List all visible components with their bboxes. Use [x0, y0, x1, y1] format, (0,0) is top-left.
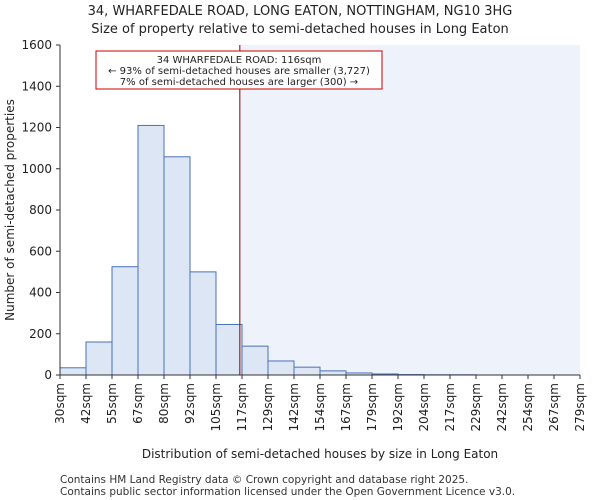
annotation-box [95, 50, 383, 90]
chart-subtitle: Size of property relative to semi-detach… [91, 22, 509, 37]
bar-55sqm [111, 266, 139, 376]
x-tick-label: 142sqm [287, 383, 301, 431]
x-tick-label: 80sqm [157, 383, 171, 424]
bar-117sqm [241, 345, 269, 376]
x-tick-label: 179sqm [365, 383, 379, 431]
x-tick-label: 204sqm [417, 383, 431, 431]
footer-licence: Contains public sector information licen… [60, 486, 516, 498]
x-axis-label: Distribution of semi-detached houses by … [142, 447, 498, 461]
y-tick-label: 1200 [21, 121, 52, 135]
bar-142sqm [293, 366, 321, 376]
x-tick-label: 154sqm [313, 383, 327, 431]
x-tick-label: 192sqm [391, 383, 405, 431]
y-tick-label: 600 [29, 244, 52, 258]
bar-30sqm [59, 367, 87, 376]
x-tick-label: 242sqm [495, 383, 509, 431]
footer-copyright: Contains HM Land Registry data © Crown c… [60, 474, 469, 486]
bar-154sqm [319, 370, 347, 376]
annotation-smaller: ← 93% of semi-detached houses are smalle… [108, 66, 370, 77]
x-tick-label: 67sqm [131, 383, 145, 424]
y-tick-label: 1600 [21, 38, 52, 52]
x-tick-label: 105sqm [209, 383, 223, 431]
x-tick-label: 167sqm [339, 383, 353, 431]
x-tick-label: 55sqm [105, 383, 119, 424]
annotation-larger: 7% of semi-detached houses are larger (3… [120, 77, 358, 88]
y-tick-label: 1000 [21, 162, 52, 176]
larger-region-shade [239, 45, 581, 375]
bar-92sqm [189, 271, 217, 376]
annotation-property: 34 WHARFEDALE ROAD: 116sqm [157, 55, 322, 66]
chart-title: 34, WHARFEDALE ROAD, LONG EATON, NOTTING… [87, 4, 513, 19]
x-tick-label: 117sqm [235, 383, 249, 431]
x-tick-label: 217sqm [443, 383, 457, 431]
y-tick-label: 400 [29, 286, 52, 300]
y-axis-label: Number of semi-detached properties [3, 99, 17, 321]
bar-67sqm [137, 124, 165, 376]
x-tick-label: 267sqm [547, 383, 561, 431]
bar-80sqm [163, 156, 191, 376]
x-tick-label: 92sqm [183, 383, 197, 424]
y-tick-label: 800 [29, 203, 52, 217]
x-tick-label: 30sqm [53, 383, 67, 424]
x-tick-label: 129sqm [261, 383, 275, 431]
bar-42sqm [85, 341, 113, 376]
x-tick-label: 229sqm [469, 383, 483, 431]
y-tick-label: 200 [29, 327, 52, 341]
x-tick-label: 279sqm [573, 383, 587, 431]
x-tick-label: 42sqm [79, 383, 93, 424]
bar-105sqm [215, 323, 243, 376]
x-tick-label: 254sqm [521, 383, 535, 431]
bar-129sqm [267, 360, 295, 376]
y-tick-label: 1400 [21, 79, 52, 93]
y-tick-label: 0 [44, 368, 52, 382]
